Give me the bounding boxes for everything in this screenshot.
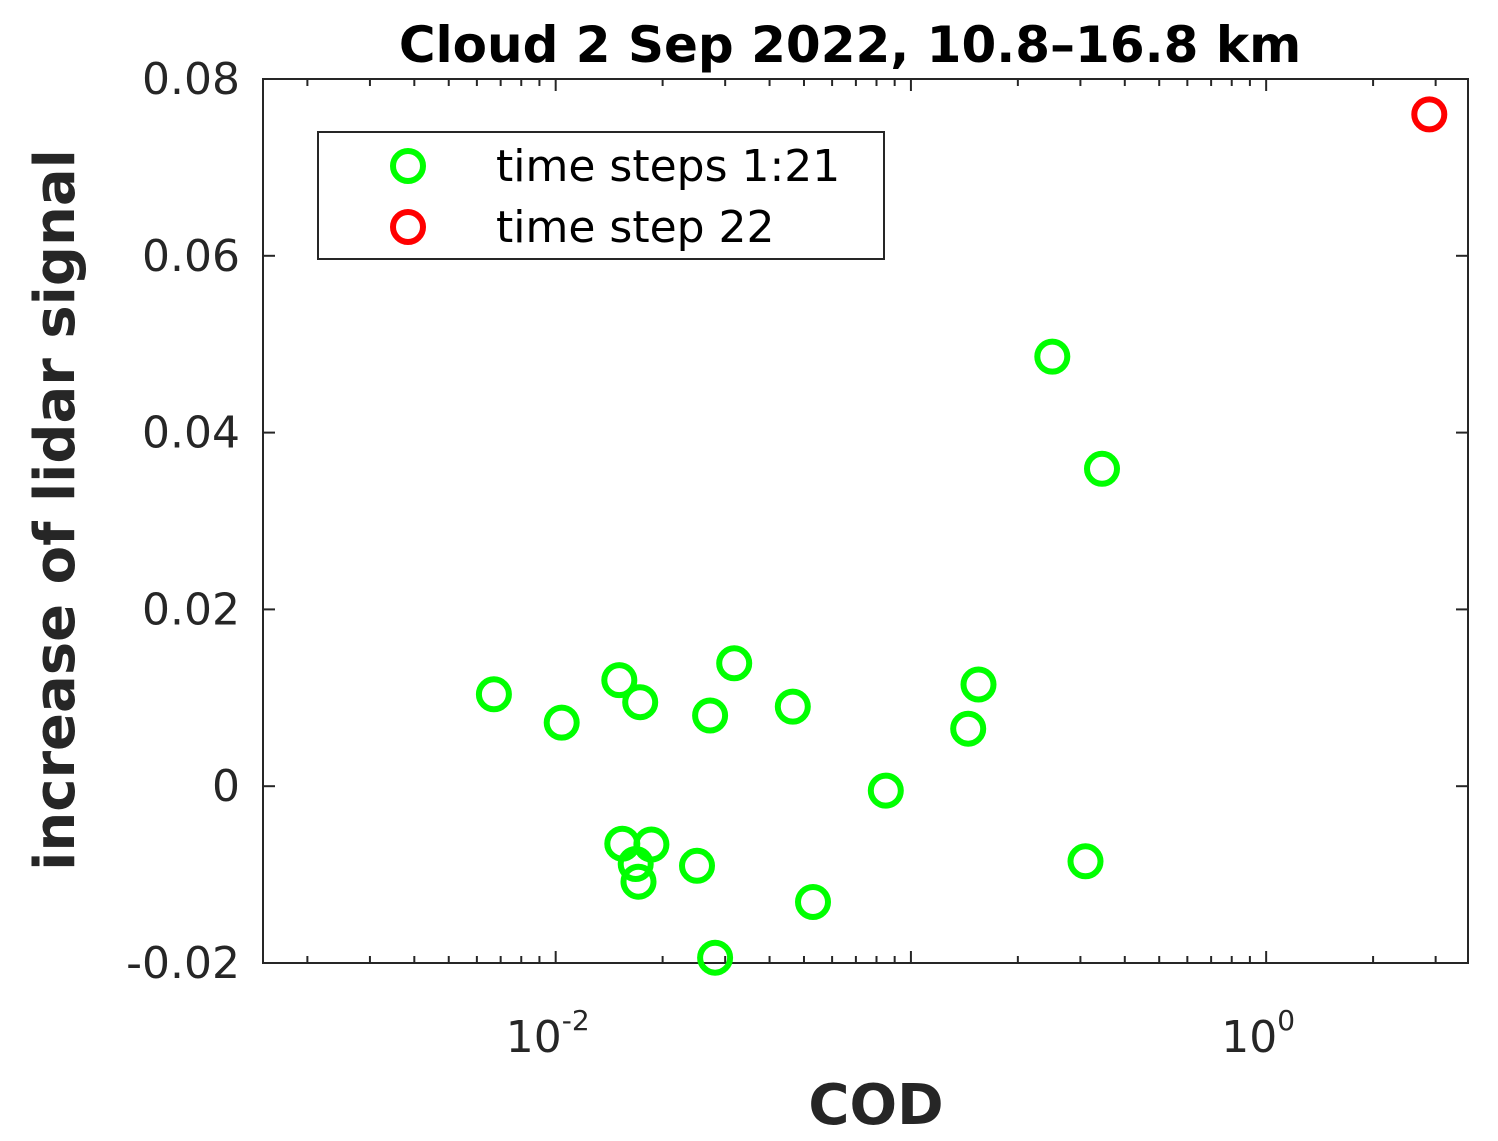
x-tick-label: 10-2 (506, 1004, 590, 1063)
legend-marker-series-2 (390, 209, 426, 245)
data-point-series-1 (1084, 450, 1120, 487)
x-axis-label: COD (808, 1073, 943, 1138)
y-tick-label: 0 (212, 761, 240, 812)
y-tick-labels: -0.02 0 0.02 0.04 0.06 0.08 (126, 54, 240, 989)
y-tick-label: 0.06 (142, 231, 240, 282)
y-axis-label: increase of lidar signal (23, 149, 88, 871)
data-point-series-1 (475, 676, 512, 713)
data-point-series-1 (679, 847, 715, 884)
data-point-series-1 (692, 697, 729, 734)
data-point-series-1 (633, 826, 670, 863)
data-point-series-1 (1034, 338, 1071, 375)
data-point-series-1 (795, 884, 831, 920)
legend-label-series-2: time step 22 (496, 202, 775, 253)
data-point-series-1 (543, 704, 580, 741)
y-tick-label: 0.02 (142, 584, 240, 635)
x-tick-label: 100 (1221, 1004, 1295, 1063)
legend: time steps 1:21 time step 22 (317, 131, 885, 260)
data-point-series-1 (716, 645, 753, 682)
data-point-series-1 (867, 772, 904, 809)
x-tick-labels: 10-2 100 (506, 1004, 1295, 1063)
data-point-series-1 (774, 688, 811, 725)
y-tick-label: 0.04 (142, 408, 240, 459)
data-point-series-1 (620, 863, 657, 900)
data-point-series-2 (1411, 96, 1448, 133)
y-tick-label: -0.02 (126, 938, 240, 989)
legend-label-series-1: time steps 1:21 (496, 141, 840, 192)
data-point-series-1 (1067, 843, 1104, 880)
legend-marker-series-1 (390, 148, 426, 184)
data-point-series-1 (697, 939, 734, 976)
data-point-series-1 (960, 666, 997, 703)
y-tick-label: 0.08 (142, 54, 240, 105)
data-point-series-1 (622, 684, 659, 721)
data-point-series-1 (950, 710, 987, 747)
axis-ticks (263, 78, 1468, 964)
data-points (475, 96, 1448, 976)
data-point-series-1 (601, 662, 638, 699)
chart-title: Cloud 2 Sep 2022, 10.8–16.8 km (399, 16, 1301, 74)
